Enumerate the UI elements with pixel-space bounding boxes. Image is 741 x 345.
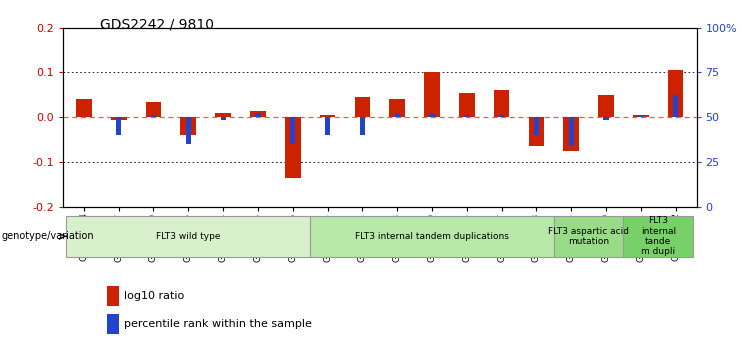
Bar bbox=[528, 117, 544, 146]
Bar bbox=[186, 117, 191, 144]
Bar bbox=[464, 115, 469, 117]
Bar bbox=[325, 117, 330, 135]
Bar bbox=[429, 113, 434, 117]
Bar bbox=[354, 97, 370, 117]
Bar bbox=[603, 117, 608, 119]
Bar bbox=[668, 70, 683, 117]
Bar bbox=[290, 117, 296, 144]
Bar bbox=[216, 113, 231, 117]
Bar bbox=[534, 117, 539, 135]
Bar bbox=[554, 216, 623, 257]
Text: GDS2242 / 9810: GDS2242 / 9810 bbox=[100, 17, 214, 31]
Bar bbox=[285, 117, 301, 178]
Bar bbox=[116, 117, 122, 135]
Bar bbox=[151, 115, 156, 117]
Text: FLT3 wild type: FLT3 wild type bbox=[156, 232, 221, 241]
Text: FLT3
internal
tande
m dupli: FLT3 internal tande m dupli bbox=[641, 216, 676, 256]
Text: genotype/variation: genotype/variation bbox=[1, 231, 94, 241]
Text: FLT3 internal tandem duplications: FLT3 internal tandem duplications bbox=[355, 232, 509, 241]
Text: FLT3 aspartic acid
mutation: FLT3 aspartic acid mutation bbox=[548, 227, 629, 246]
Bar bbox=[673, 95, 678, 117]
Bar bbox=[359, 117, 365, 135]
Bar bbox=[250, 110, 266, 117]
Bar bbox=[319, 115, 336, 117]
Bar bbox=[221, 117, 226, 119]
Bar bbox=[394, 113, 400, 117]
Bar bbox=[107, 286, 119, 306]
Bar bbox=[389, 99, 405, 117]
Bar bbox=[494, 90, 509, 117]
Text: percentile rank within the sample: percentile rank within the sample bbox=[124, 319, 312, 329]
Text: log10 ratio: log10 ratio bbox=[124, 290, 184, 300]
Bar bbox=[598, 95, 614, 117]
Bar bbox=[256, 113, 261, 117]
Bar bbox=[633, 115, 648, 117]
Bar bbox=[67, 216, 310, 257]
Bar bbox=[563, 117, 579, 151]
Bar bbox=[568, 117, 574, 146]
Bar bbox=[499, 115, 504, 117]
Bar bbox=[111, 117, 127, 119]
Bar bbox=[76, 99, 92, 117]
Bar bbox=[424, 72, 440, 117]
Bar bbox=[459, 92, 475, 117]
Bar bbox=[181, 117, 196, 135]
Bar bbox=[623, 216, 693, 257]
Bar bbox=[146, 101, 162, 117]
Bar bbox=[638, 115, 643, 117]
Bar bbox=[107, 314, 119, 334]
Bar bbox=[310, 216, 554, 257]
